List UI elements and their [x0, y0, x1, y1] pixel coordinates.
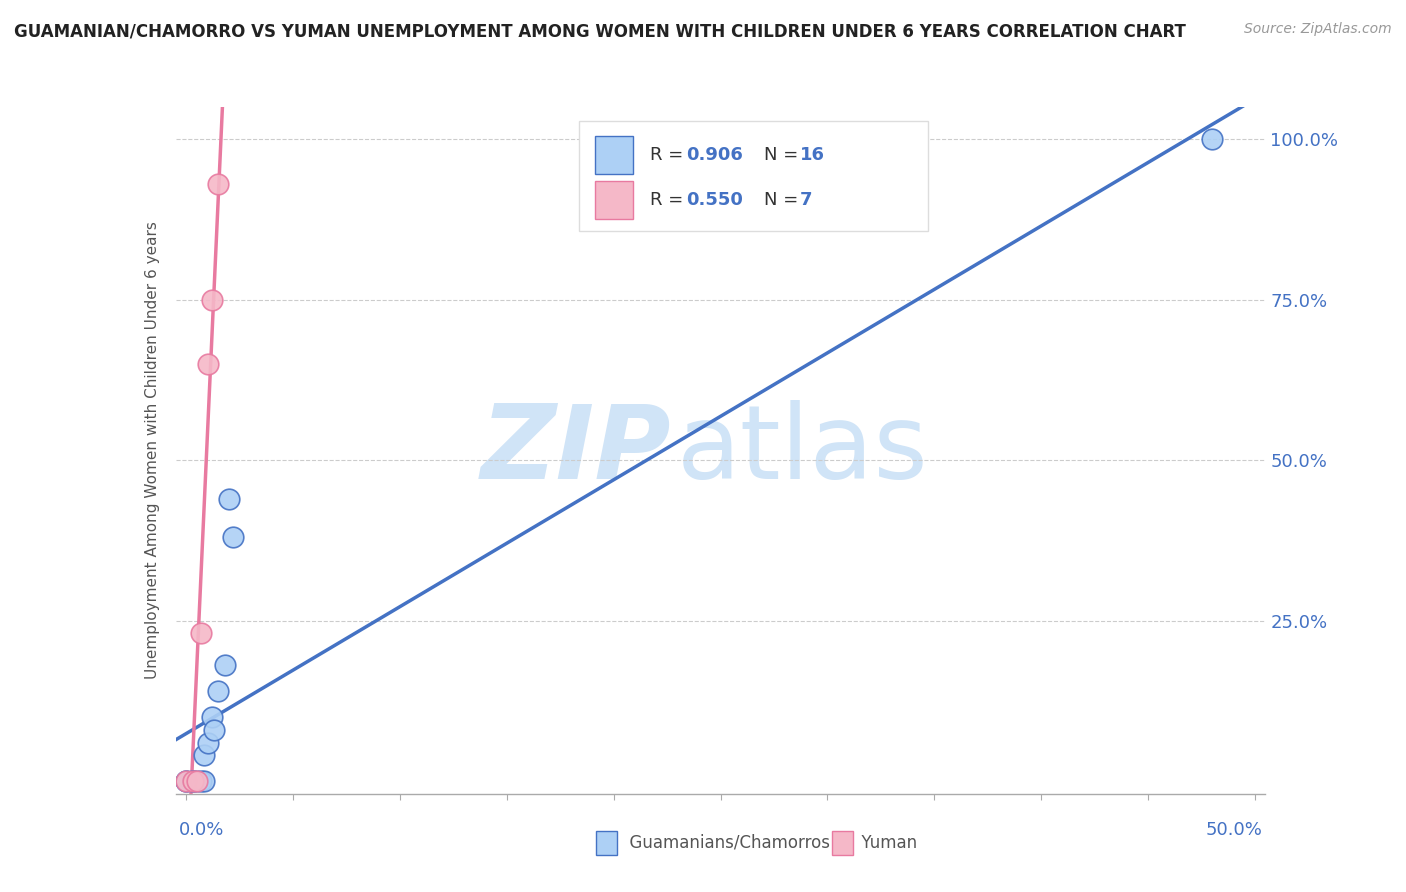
Text: R =: R = [650, 146, 689, 164]
Text: ZIP: ZIP [481, 400, 672, 501]
Text: Guamanians/Chamorros: Guamanians/Chamorros [619, 834, 830, 852]
Text: 0.906: 0.906 [686, 146, 742, 164]
Point [176, 774, 198, 789]
Text: R =: R = [650, 191, 689, 209]
Text: Yuman: Yuman [851, 834, 917, 852]
Point [222, 530, 245, 544]
Text: 0.0%: 0.0% [179, 821, 224, 838]
Point [176, 774, 198, 789]
Point [201, 293, 224, 307]
Point [201, 710, 224, 724]
Point [207, 684, 229, 698]
Text: 50.0%: 50.0% [1206, 821, 1263, 838]
Point [197, 357, 219, 371]
Text: 7: 7 [800, 191, 813, 209]
Text: Source: ZipAtlas.com: Source: ZipAtlas.com [1244, 22, 1392, 37]
Text: N =: N = [765, 191, 804, 209]
Point [190, 774, 212, 789]
Bar [595, 136, 633, 174]
Point [214, 658, 236, 673]
Point [181, 774, 204, 789]
Text: N =: N = [765, 146, 804, 164]
Y-axis label: Unemployment Among Women with Children Under 6 years: Unemployment Among Women with Children U… [145, 221, 160, 680]
Text: 0.550: 0.550 [686, 191, 742, 209]
Text: 16: 16 [800, 146, 825, 164]
Point [181, 774, 204, 789]
Point [193, 774, 215, 789]
Text: GUAMANIAN/CHAMORRO VS YUMAN UNEMPLOYMENT AMONG WOMEN WITH CHILDREN UNDER 6 YEARS: GUAMANIAN/CHAMORRO VS YUMAN UNEMPLOYMENT… [14, 22, 1185, 40]
FancyBboxPatch shape [579, 120, 928, 231]
Point [202, 723, 225, 737]
Point [218, 491, 240, 506]
Point [1201, 132, 1223, 146]
Point [193, 748, 215, 763]
Point [186, 774, 208, 789]
Text: atlas: atlas [678, 400, 929, 501]
Point [190, 626, 212, 640]
Point [176, 774, 198, 789]
Point [181, 774, 204, 789]
Point [207, 177, 229, 191]
Point [186, 774, 208, 789]
Bar [595, 181, 633, 219]
Point [197, 735, 219, 749]
